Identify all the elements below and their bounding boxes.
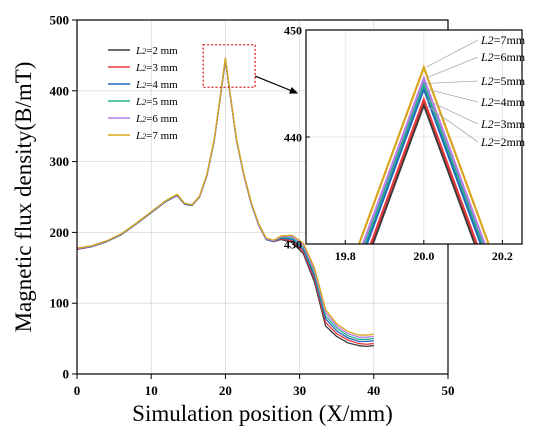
inset-legend-label: L2=4mm (480, 95, 526, 109)
inset-leader-line (425, 56, 479, 79)
legend-label: L2=4 mm (135, 79, 178, 91)
legend-label: L2=5 mm (135, 96, 178, 108)
inset-legend-label: L2=3mm (480, 117, 526, 131)
inset-x-tick-label: 19.8 (335, 249, 356, 263)
inset-series-line-4mm (365, 85, 482, 244)
x-tick-label: 50 (442, 383, 455, 398)
inset-y-tick-label: 440 (284, 131, 302, 145)
y-tick-label: 400 (50, 83, 70, 98)
legend-label: L2=2 mm (135, 45, 178, 57)
inset-series-line-2mm (371, 101, 477, 244)
main-x-tick-labels: 0 10 20 30 40 50 (74, 383, 455, 398)
inset-leader-line (425, 88, 479, 103)
inset-series-line-5mm (363, 80, 484, 244)
legend-label: L2=3 mm (135, 62, 178, 74)
inset-series-line-3mm (369, 96, 479, 244)
inset-series-line-7mm (357, 64, 490, 244)
x-tick-label: 10 (145, 383, 158, 398)
inset-y-tick-label: 450 (284, 24, 302, 38)
inset-leader-line (425, 39, 479, 68)
y-tick-label: 500 (50, 13, 70, 28)
y-tick-label: 300 (50, 154, 70, 169)
inset-legend-label: L2=6mm (480, 50, 526, 64)
inset-y-tick-labels: 430 440 450 (284, 24, 302, 252)
x-axis-label: Simulation position (X/mm) (132, 401, 393, 426)
inset-x-tick-labels: 19.8 20.0 20.2 (335, 249, 513, 263)
inset-leader-line (425, 80, 479, 84)
inset-y-tick-label: 430 (284, 238, 302, 252)
inset-leader-line (425, 99, 479, 125)
y-tick-label: 0 (63, 367, 70, 382)
inset-leader-line (425, 104, 479, 143)
inset-legend: L2=7mm L2=6mm L2=5mm L2=4mm L2=3mm L2=2mm (425, 33, 526, 149)
zoom-arrow (254, 75, 299, 94)
main-series-lines (76, 57, 374, 348)
inset-tick-marks (306, 29, 503, 245)
inset-legend-label: L2=2mm (480, 135, 526, 149)
y-tick-label: 100 (50, 296, 70, 311)
inset-series-lines (357, 64, 490, 244)
x-tick-label: 0 (74, 383, 81, 398)
main-tick-marks (72, 19, 449, 379)
inset-legend-label: L2=7mm (480, 33, 526, 47)
legend-label: L2=7 mm (135, 130, 178, 142)
x-tick-label: 40 (367, 383, 380, 398)
inset-x-tick-label: 20.2 (492, 249, 513, 263)
x-tick-label: 30 (293, 383, 306, 398)
main-y-tick-labels: 0 100 200 300 400 500 (50, 13, 70, 382)
inset-x-tick-label: 20.0 (413, 249, 434, 263)
inset-series-line-6mm (361, 74, 486, 244)
y-tick-label: 200 (50, 225, 70, 240)
x-tick-label: 20 (219, 383, 232, 398)
series-line-7mm (76, 57, 374, 336)
legend: L2=2 mm L2=3 mm L2=4 mm L2=5 mm L2=6 mm L2=7 … (108, 45, 178, 142)
y-axis-label: Magnetic flux density(B/mT) (11, 62, 36, 333)
zoom-region-box (202, 44, 256, 88)
legend-label: L2=6 mm (135, 113, 178, 125)
inset-legend-label: L2=5mm (480, 74, 526, 88)
